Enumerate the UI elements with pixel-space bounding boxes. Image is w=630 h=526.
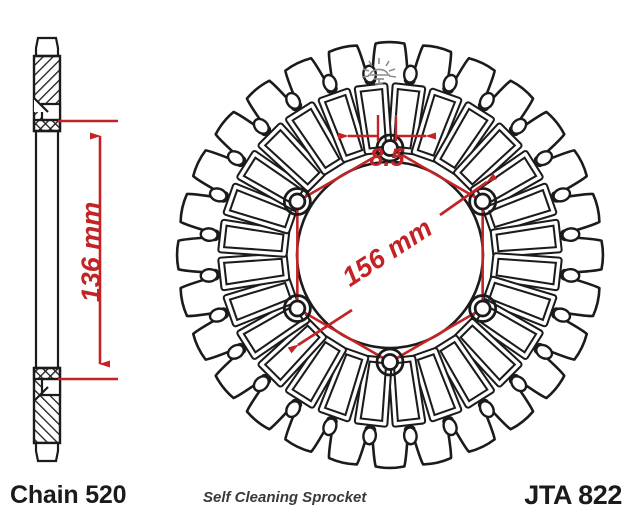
mud-relief-hole xyxy=(199,267,219,283)
mud-relief-hole xyxy=(322,417,338,437)
mud-relief-hole xyxy=(552,187,572,203)
side-section-view xyxy=(32,36,62,463)
sprocket-face-view xyxy=(175,40,605,470)
dim-label-136mm: 136 mm xyxy=(76,202,106,303)
mud-relief-hole xyxy=(252,375,270,393)
bolt-hole-outer-ring xyxy=(468,187,498,216)
bolt-hole-bore xyxy=(381,353,399,371)
mud-relief-hole xyxy=(208,307,228,323)
sunburst-icon xyxy=(361,58,397,85)
mud-relief-hole xyxy=(208,187,228,203)
mud-relief-hole xyxy=(252,117,270,135)
mud-relief-hole xyxy=(285,400,302,419)
bolt-hole-outer-ring xyxy=(468,294,498,323)
side-view-top-tooth xyxy=(34,36,60,58)
dimension-136mm: 136 mm xyxy=(58,119,118,381)
bolt-hole-outer-ring xyxy=(282,294,312,323)
side-view-lower-head-hatch xyxy=(32,366,62,381)
mud-relief-hole xyxy=(552,307,572,323)
mud-relief-hole xyxy=(362,426,378,446)
mud-relief-hole xyxy=(402,426,418,446)
bolt-hole-bore xyxy=(288,192,307,211)
bolt-holes-group xyxy=(282,133,498,377)
dim-leader-156-lower xyxy=(287,308,353,354)
mud-relief-hole xyxy=(285,91,302,110)
part-number-label: JTA 822 xyxy=(524,480,622,510)
mud-relief-hole xyxy=(402,64,418,84)
mud-relief-hole xyxy=(478,400,495,419)
dim-leader-156-upper xyxy=(439,173,498,217)
bolt-hole-bore xyxy=(381,139,399,157)
mud-relief-hole xyxy=(510,117,528,135)
mud-relief-hole xyxy=(362,64,378,84)
mud-relief-hole xyxy=(442,73,458,93)
mud-relief-hole xyxy=(561,267,581,283)
side-view-bottom-tooth xyxy=(34,441,60,463)
mud-relief-hole xyxy=(226,343,245,360)
chain-size-label: Chain 520 xyxy=(10,481,127,509)
bolt-hole-bore xyxy=(473,299,492,318)
mud-relief-hole xyxy=(561,227,581,243)
mud-relief-hole xyxy=(199,227,219,243)
mud-relief-hole xyxy=(478,91,495,110)
dim-label-85: 8.5 xyxy=(370,144,406,172)
bolt-hole-bore xyxy=(473,192,492,211)
bolt-hole-bore xyxy=(288,299,307,318)
mud-relief-hole xyxy=(535,150,554,167)
mud-relief-holes xyxy=(199,64,581,446)
mud-relief-hole xyxy=(535,343,554,360)
dimension-8-5: 8.5 xyxy=(338,115,436,172)
side-view-upper-foot-hatch xyxy=(32,118,62,133)
bolt-hole-outer-ring xyxy=(282,187,312,216)
mud-relief-hole xyxy=(510,375,528,393)
mud-relief-hole xyxy=(322,73,338,93)
side-view-lower-bevel xyxy=(33,386,49,402)
side-view-upper-bevel xyxy=(33,97,49,113)
lightening-cutouts xyxy=(217,82,563,428)
mud-relief-hole xyxy=(442,417,458,437)
tagline-label: Self Cleaning Sprocket xyxy=(203,489,367,506)
side-view-lower-notch xyxy=(40,377,62,397)
bolt-hole-outer-ring xyxy=(375,133,405,163)
mud-relief-hole xyxy=(226,150,245,167)
bolt-hole-outer-ring xyxy=(375,347,405,377)
